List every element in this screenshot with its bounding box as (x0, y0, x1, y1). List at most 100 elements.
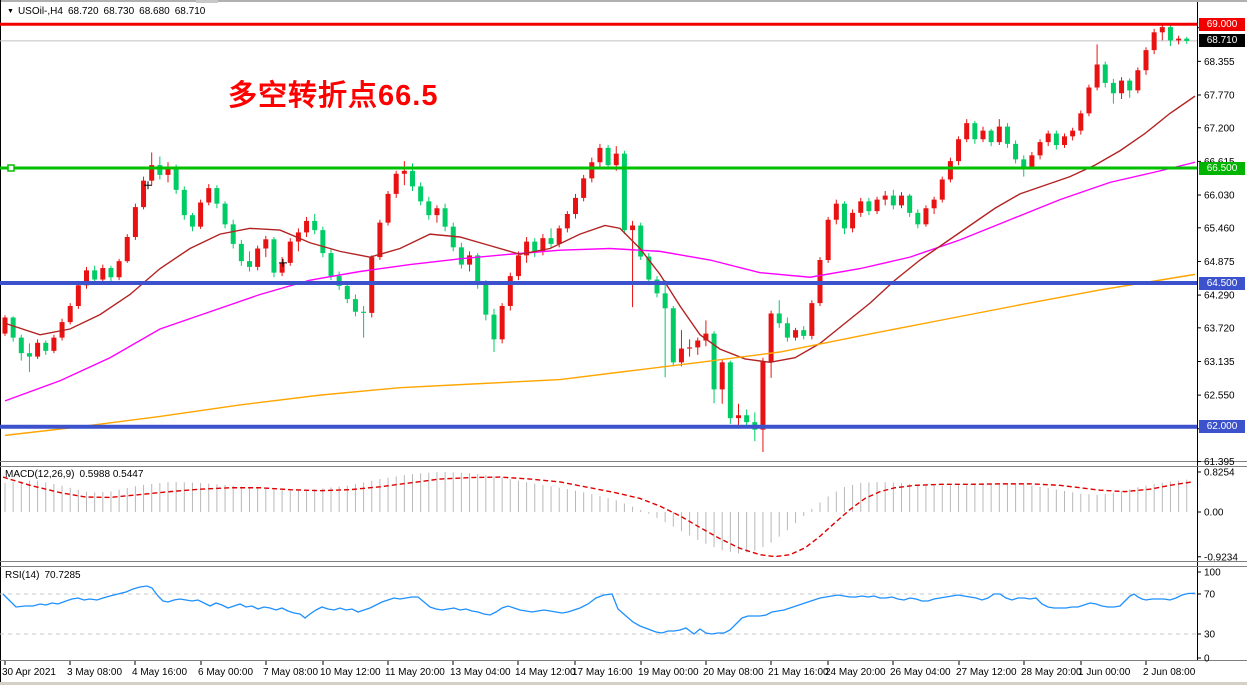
candle-body (1053, 133, 1059, 145)
candle-body (858, 201, 864, 213)
svg-text:62.550: 62.550 (1204, 391, 1235, 402)
svg-text:68.355: 68.355 (1204, 57, 1235, 68)
candle-body (132, 207, 138, 237)
candle-body (784, 323, 790, 338)
candle-body (377, 222, 383, 258)
candle-body (418, 186, 424, 202)
candle-body (719, 362, 725, 390)
candle-body (776, 313, 782, 324)
candle-body (548, 238, 554, 244)
svg-text:61.395: 61.395 (1204, 457, 1235, 468)
svg-text:1 Jun 00:00: 1 Jun 00:00 (1078, 667, 1131, 678)
candle-body (1037, 142, 1043, 156)
candle-body (1094, 64, 1100, 88)
candle-body (222, 203, 228, 225)
candle-body (1110, 82, 1116, 94)
candle-body (1119, 80, 1125, 94)
svg-text:7 May 08:00: 7 May 08:00 (263, 667, 318, 678)
candle-body (890, 195, 896, 206)
candle-body (157, 165, 163, 175)
svg-text:100: 100 (1204, 568, 1221, 579)
candle-body (809, 303, 815, 336)
candle-body (1151, 32, 1157, 51)
candle-body (899, 195, 904, 206)
candle-body (768, 313, 774, 362)
candle-body (850, 212, 856, 229)
svg-text:67.770: 67.770 (1204, 90, 1235, 101)
candle-body (727, 362, 733, 419)
price-pane (0, 24, 1197, 453)
svg-text:2 Jun 08:00: 2 Jun 08:00 (1143, 667, 1196, 678)
candle-body (654, 279, 660, 294)
candle-body (442, 208, 448, 227)
candle-body (825, 219, 831, 260)
svg-text:3 May 08:00: 3 May 08:00 (67, 667, 122, 678)
candle-body (75, 285, 81, 306)
svg-text:6 May 00:00: 6 May 00:00 (198, 667, 253, 678)
candle-body (1127, 80, 1133, 91)
svg-text:13 May 04:00: 13 May 04:00 (450, 667, 511, 678)
candle-body (198, 202, 204, 227)
chart-annotation-text[interactable]: 多空转折点66.5 (228, 80, 439, 112)
svg-text:28 May 20:00: 28 May 20:00 (1021, 667, 1082, 678)
svg-text:0.8254: 0.8254 (1204, 467, 1235, 478)
quote-close: 68.710 (174, 6, 206, 17)
candle-body (328, 253, 334, 277)
candle-body (556, 228, 562, 244)
svg-text:30 Apr 2021: 30 Apr 2021 (2, 667, 56, 678)
candle-body (410, 170, 415, 187)
candle-body (304, 220, 310, 233)
svg-text:10 May 12:00: 10 May 12:00 (320, 667, 381, 678)
svg-text:64.290: 64.290 (1204, 291, 1235, 302)
candle-body (589, 162, 595, 179)
candle-body (882, 195, 888, 200)
candle-body (426, 201, 432, 216)
candle-body (100, 268, 106, 280)
candle-body (124, 237, 130, 262)
candle-body (695, 340, 701, 348)
candle-body (475, 255, 481, 285)
candle-body (972, 123, 978, 140)
candle-body (939, 179, 945, 200)
candle-body (287, 241, 293, 263)
price-badge-69000: 69.000 (1199, 17, 1245, 31)
candle-body (1176, 38, 1182, 41)
svg-text:67.200: 67.200 (1204, 123, 1235, 134)
candle-body (35, 342, 41, 357)
svg-text:0: 0 (1204, 654, 1210, 665)
candle-body (116, 261, 122, 278)
candle-body (964, 123, 970, 140)
candle-body (181, 189, 187, 216)
svg-text:64.875: 64.875 (1204, 257, 1235, 268)
candle-body (434, 208, 440, 216)
time-axis: 30 Apr 2021 3 May 08:00 4 May 16:00 6 May 0… (2, 661, 1196, 678)
candle-body (1159, 27, 1165, 33)
candle-body (630, 225, 636, 231)
hline-drag-handle[interactable] (7, 164, 15, 172)
macd-indicator-label: MACD(12,26,9) 0.5988 0.5447 (5, 469, 148, 480)
candle-body (43, 342, 49, 351)
candle-body (988, 130, 994, 143)
svg-text:11 May 20:00: 11 May 20:00 (385, 667, 445, 678)
candle-body (214, 188, 220, 204)
candle-body (352, 299, 358, 312)
candle-body (26, 353, 32, 357)
candle-body (1102, 64, 1108, 83)
candle-body (532, 241, 538, 252)
rsi-name: RSI(14) (5, 570, 40, 581)
quote-open: 68.720 (67, 6, 99, 17)
candle-body (801, 330, 807, 336)
candles-group (2, 24, 1190, 453)
macd-signal-line (2, 476, 1193, 558)
svg-text:0.00: 0.00 (1204, 508, 1224, 519)
candle-body (874, 199, 880, 212)
candle-body (744, 415, 750, 423)
symbol-dropdown-icon[interactable]: ▼ (7, 8, 14, 15)
candle-body (507, 276, 513, 306)
candle-body (687, 347, 693, 349)
svg-text:4 May 16:00: 4 May 16:00 (132, 667, 187, 678)
candle-body (344, 285, 350, 300)
price-badge-66500: 66.500 (1199, 161, 1245, 175)
